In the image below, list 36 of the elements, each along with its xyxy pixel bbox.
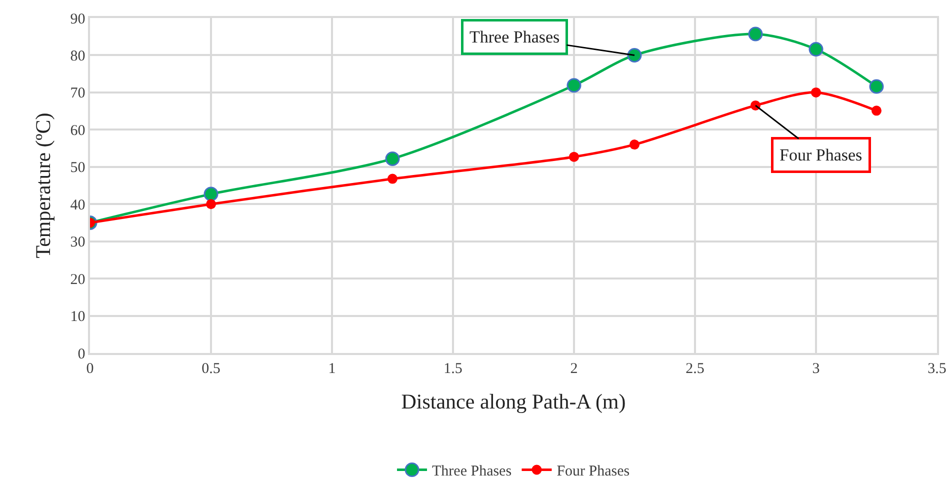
y-tick-label: 80 xyxy=(70,48,86,64)
point xyxy=(811,87,821,98)
annotation: Four Phases xyxy=(780,146,862,164)
x-tick-label: 3.5 xyxy=(928,360,946,377)
point xyxy=(206,199,216,210)
x-tick-label: 2.5 xyxy=(686,360,704,377)
point xyxy=(566,78,582,93)
y-tick-label: 70 xyxy=(70,86,86,102)
legend-label: Four Phases xyxy=(556,464,630,480)
legend-label: Three Phases xyxy=(432,464,512,480)
point xyxy=(569,152,579,162)
y-tick-label: 10 xyxy=(70,309,86,326)
point xyxy=(204,186,218,202)
point xyxy=(808,42,824,57)
x-tick-label: 3 xyxy=(812,360,820,377)
point xyxy=(872,106,882,116)
point xyxy=(748,26,763,42)
point xyxy=(627,48,642,62)
x-tick-label: 1.5 xyxy=(444,360,462,377)
y-tick-label: 90 xyxy=(70,11,86,28)
y-tick-label: 20 xyxy=(70,272,86,288)
y-tick-label: 50 xyxy=(70,160,86,176)
x-tick-label: 2 xyxy=(570,360,578,377)
y-tick-label: 60 xyxy=(70,122,86,139)
annotation: Three Phases xyxy=(470,28,560,46)
x-axis-title: Distance along Path-A (m) xyxy=(401,389,626,414)
point xyxy=(630,140,640,150)
y-tick-label: 40 xyxy=(70,197,86,214)
point xyxy=(388,174,398,184)
x-tick-label: 0.5 xyxy=(202,360,220,377)
y-tick-label: 0 xyxy=(78,346,86,362)
y-axis-title: Temperature (ºC) xyxy=(30,112,55,258)
point xyxy=(869,79,884,94)
x-tick-label: 1 xyxy=(328,360,336,377)
y-tick-label: 30 xyxy=(70,234,86,251)
point xyxy=(385,151,400,166)
